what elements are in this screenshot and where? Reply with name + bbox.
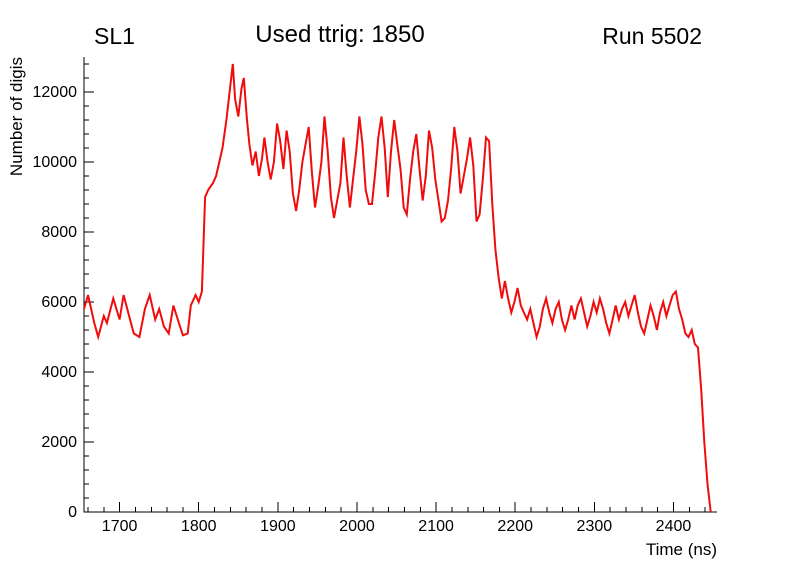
y-tick-label: 10000 [33,154,78,171]
chart-title: Used ttrig: 1850 [255,21,425,48]
y-tick-label: 6000 [41,294,77,311]
x-tick-label: 2400 [656,518,692,535]
axes-frame [83,57,717,513]
x-tick-label: 1900 [260,518,296,535]
x-axis-title: Time (ns) [646,540,717,559]
superlayer-label: SL1 [94,23,135,49]
y-tick-label: 4000 [41,364,77,381]
y-tick-label: 0 [68,504,77,521]
y-tick-label: 12000 [33,84,78,101]
x-tick-label: 1700 [102,518,138,535]
digi-time-box-line [83,63,712,513]
y-tick-label: 2000 [41,434,77,451]
y-tick-label: 8000 [41,224,77,241]
y-axis-title: Number of digis [7,57,26,176]
x-tick-label: 2300 [577,518,613,535]
x-tick-label: 2100 [418,518,454,535]
x-tick-label: 2000 [339,518,375,535]
x-tick-label: 1800 [181,518,217,535]
x-tick-label: 2200 [497,518,533,535]
run-label: Run 5502 [602,23,702,49]
